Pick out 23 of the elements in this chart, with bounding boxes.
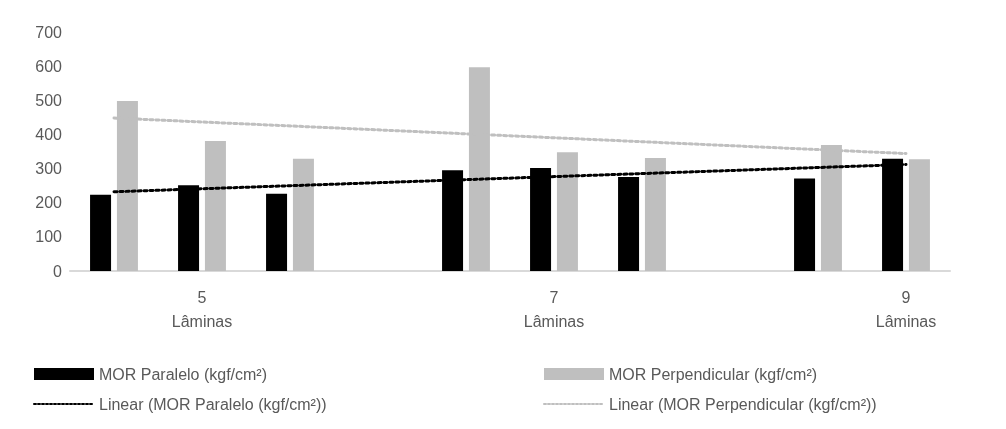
legend-label: MOR Paralelo (kgf/cm²) [99, 365, 268, 383]
bar [266, 193, 288, 271]
y-tick-label: 600 [35, 57, 63, 75]
legend-label: Linear (MOR Paralelo (kgf/cm²)) [99, 395, 327, 413]
y-tick-label: 200 [35, 194, 63, 212]
legend-label: Linear (MOR Perpendicular (kgf/cm²)) [609, 395, 877, 413]
x-tick-label: 7 Lâminas [523, 288, 585, 330]
y-tick-label: 100 [35, 228, 63, 246]
legend-label: MOR Perpendicular (kgf/cm²) [609, 365, 818, 383]
bar [908, 159, 930, 271]
bar [204, 140, 226, 271]
bar [556, 152, 578, 271]
x-tick-label: 5 Lâminas [171, 288, 233, 330]
y-tick-label: 300 [35, 160, 63, 178]
y-tick-label: 400 [35, 125, 63, 143]
x-tick-label: 9 Lâminas [875, 288, 937, 330]
bar [292, 158, 314, 271]
y-tick-label: 0 [53, 262, 63, 280]
y-tick-label: 500 [35, 91, 63, 109]
bar [90, 194, 112, 271]
bar [644, 157, 666, 271]
y-tick-label: 700 [35, 23, 63, 41]
bar [794, 178, 816, 271]
